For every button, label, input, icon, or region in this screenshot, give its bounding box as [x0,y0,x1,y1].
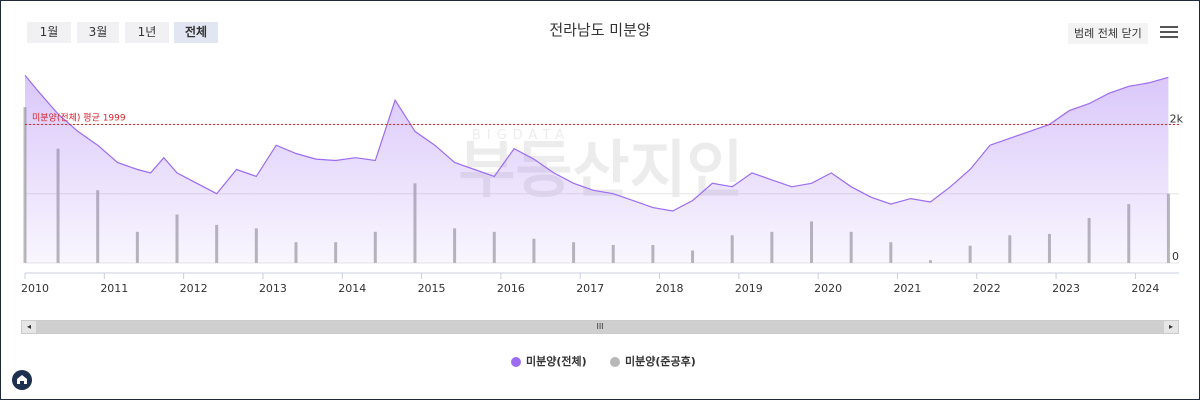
watermark-small-text: BIGDATA [472,128,570,143]
x-tick-label: 2014 [338,282,366,295]
x-tick-label: 2018 [656,282,684,295]
x-tick-label: 2021 [893,282,921,295]
hamburger-menu-icon[interactable] [1160,26,1178,40]
range-button-1y[interactable]: 1년 [125,22,169,43]
x-tick-label: 2019 [735,282,763,295]
line-total [24,74,1169,212]
bar-completed [1166,193,1170,263]
legend-label-total: 미분양(전체) [526,355,587,368]
legend-dot-total-icon [511,357,521,367]
chart-plot: BIGDATA 부동산지인 미분양(전체) 평균 1999 02k 2010 20… [21,74,1184,295]
scrollbar-thumb[interactable]: III [36,321,1164,333]
x-tick-label: 2015 [418,282,446,295]
x-tick-label: 2016 [497,282,525,295]
home-logo-icon[interactable] [12,370,32,390]
scroll-left-arrow-icon[interactable]: ◂ [22,321,36,333]
area-total-fill [25,75,1169,263]
scrollbar-grip-icon: III [596,322,604,331]
average-line-label: 미분양(전체) 평균 1999 [32,112,126,123]
range-button-all[interactable]: 전체 [174,22,218,43]
y-tick-label: 2k [1170,112,1184,125]
chart-scrollbar[interactable]: ◂ III ▸ [21,320,1179,334]
legend-label-completed: 미분양(준공후) [625,355,696,368]
legend-close-all-button[interactable]: 범례 전체 닫기 [1068,23,1148,44]
x-tick-label: 2013 [259,282,287,295]
y-tick-label: 0 [1172,250,1179,263]
x-tick-label: 2012 [180,282,208,295]
scroll-right-arrow-icon[interactable]: ▸ [1164,321,1178,333]
x-tick-label: 2023 [1052,282,1080,295]
range-button-1m[interactable]: 1월 [27,22,71,43]
legend-dot-completed-icon [610,357,620,367]
x-tick-label: 2011 [100,282,128,295]
x-tick-label: 2022 [973,282,1001,295]
x-tick-label: 2010 [21,282,49,295]
range-button-3m[interactable]: 3월 [77,22,119,43]
x-tick-label: 2017 [576,282,604,295]
chart-title: 전라남도 미분양 [549,21,651,39]
legend-item-completed[interactable]: 미분양(준공후) [610,353,696,369]
legend-item-total[interactable]: 미분양(전체) [511,353,587,369]
x-tick-label: 2020 [814,282,842,295]
x-tick-label: 2024 [1131,282,1159,295]
